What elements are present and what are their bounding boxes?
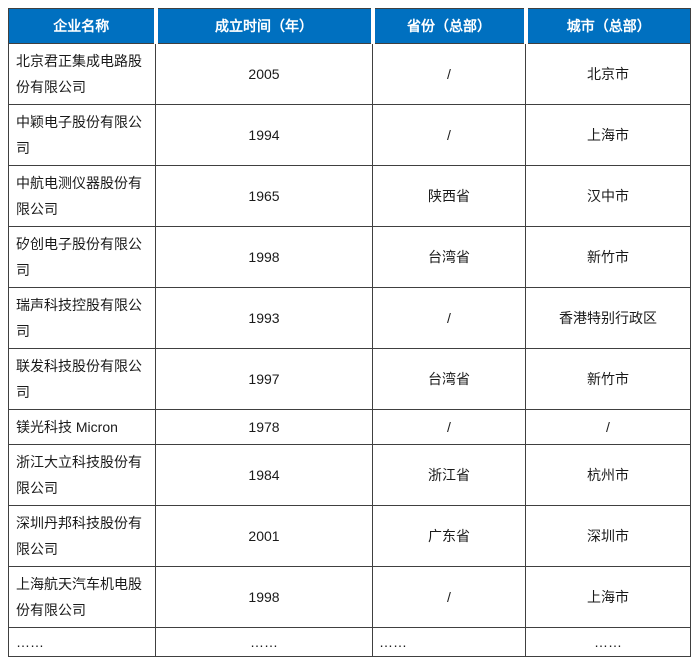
cell-company-name: …… — [8, 627, 156, 657]
cell-company-name: 联发科技股份有限公司 — [8, 348, 156, 410]
cell-city: 新竹市 — [525, 226, 691, 288]
cell-founding-year: 1994 — [155, 104, 373, 166]
cell-company-name: 上海航天汽车机电股份有限公司 — [8, 566, 156, 628]
table-row: 上海航天汽车机电股份有限公司 1998 / 上海市 — [8, 566, 691, 628]
table-body: 北京君正集成电路股份有限公司 2005 / 北京市 中颖电子股份有限公司 199… — [8, 43, 691, 657]
table-row: 深圳丹邦科技股份有限公司 2001 广东省 深圳市 — [8, 505, 691, 567]
cell-province: / — [372, 287, 526, 349]
cell-founding-year: 1997 — [155, 348, 373, 410]
table-row: 瑞声科技控股有限公司 1993 / 香港特别行政区 — [8, 287, 691, 349]
cell-province: 台湾省 — [372, 226, 526, 288]
document-page: 企业名称 成立时间（年） 省份（总部） 城市（总部） 北京君正集成电路股份有限公… — [8, 8, 691, 657]
cell-company-name: 北京君正集成电路股份有限公司 — [8, 43, 156, 105]
cell-city: 新竹市 — [525, 348, 691, 410]
table-row-ellipsis: …… …… …… …… — [8, 627, 691, 657]
cell-province: 台湾省 — [372, 348, 526, 410]
cell-founding-year: 1984 — [155, 444, 373, 506]
column-header-city: 城市（总部） — [523, 8, 691, 44]
cell-founding-year: …… — [155, 627, 373, 657]
cell-city: …… — [525, 627, 691, 657]
cell-founding-year: 2001 — [155, 505, 373, 567]
cell-founding-year: 1993 — [155, 287, 373, 349]
cell-company-name: 深圳丹邦科技股份有限公司 — [8, 505, 156, 567]
cell-city: 上海市 — [525, 566, 691, 628]
cell-founding-year: 2005 — [155, 43, 373, 105]
cell-company-name: 中航电测仪器股份有限公司 — [8, 165, 156, 227]
table-row: 北京君正集成电路股份有限公司 2005 / 北京市 — [8, 43, 691, 105]
cell-city: 杭州市 — [525, 444, 691, 506]
header-row: 企业名称 成立时间（年） 省份（总部） 城市（总部） — [8, 8, 691, 44]
cell-city: 北京市 — [525, 43, 691, 105]
cell-city: 汉中市 — [525, 165, 691, 227]
table-row: 矽创电子股份有限公司 1998 台湾省 新竹市 — [8, 226, 691, 288]
table-row: 浙江大立科技股份有限公司 1984 浙江省 杭州市 — [8, 444, 691, 506]
cell-province: 广东省 — [372, 505, 526, 567]
cell-company-name: 瑞声科技控股有限公司 — [8, 287, 156, 349]
cell-company-name: 镁光科技 Micron — [8, 409, 156, 445]
cell-founding-year: 1998 — [155, 566, 373, 628]
table-row: 中航电测仪器股份有限公司 1965 陕西省 汉中市 — [8, 165, 691, 227]
table-row: 中颖电子股份有限公司 1994 / 上海市 — [8, 104, 691, 166]
cell-company-name: 矽创电子股份有限公司 — [8, 226, 156, 288]
cell-founding-year: 1978 — [155, 409, 373, 445]
cell-city: 深圳市 — [525, 505, 691, 567]
table-row: 联发科技股份有限公司 1997 台湾省 新竹市 — [8, 348, 691, 410]
cell-province: / — [372, 104, 526, 166]
cell-province: 陕西省 — [372, 165, 526, 227]
cell-province: / — [372, 409, 526, 445]
table-row: 镁光科技 Micron 1978 / / — [8, 409, 691, 445]
cell-province: / — [372, 43, 526, 105]
column-header-province: 省份（总部） — [370, 8, 528, 44]
cell-founding-year: 1998 — [155, 226, 373, 288]
cell-founding-year: 1965 — [155, 165, 373, 227]
company-table: 企业名称 成立时间（年） 省份（总部） 城市（总部） 北京君正集成电路股份有限公… — [8, 8, 691, 657]
table-header: 企业名称 成立时间（年） 省份（总部） 城市（总部） — [8, 8, 691, 44]
column-header-company-name: 企业名称 — [8, 8, 158, 44]
cell-province: 浙江省 — [372, 444, 526, 506]
cell-province: …… — [372, 627, 526, 657]
cell-city: 上海市 — [525, 104, 691, 166]
cell-city: / — [525, 409, 691, 445]
cell-province: / — [372, 566, 526, 628]
column-header-founding-year: 成立时间（年） — [153, 8, 375, 44]
cell-company-name: 浙江大立科技股份有限公司 — [8, 444, 156, 506]
cell-company-name: 中颖电子股份有限公司 — [8, 104, 156, 166]
cell-city: 香港特别行政区 — [525, 287, 691, 349]
